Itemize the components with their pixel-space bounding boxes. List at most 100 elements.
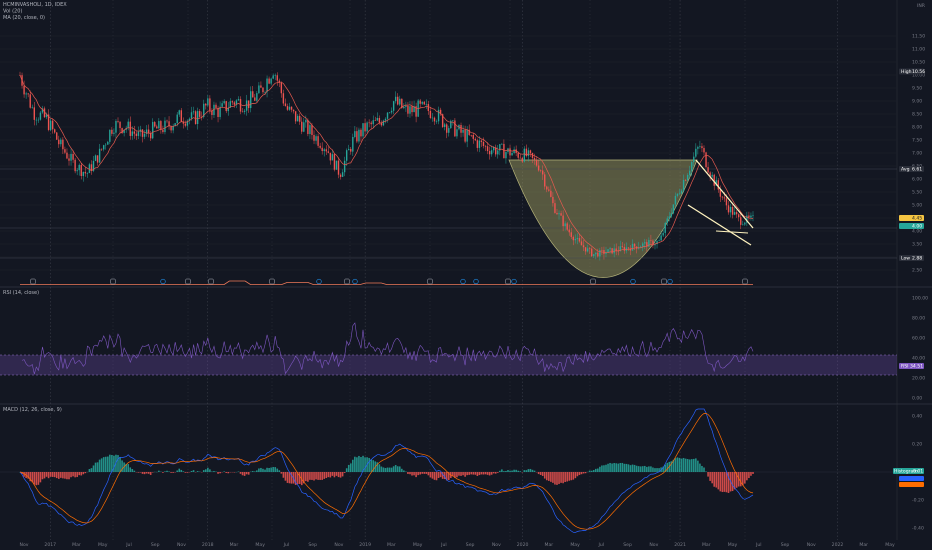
price-tick-label: 10.00 — [912, 73, 925, 79]
volume-indicator-label[interactable]: Vol (20) — [3, 9, 22, 15]
macd-tick-label: 0.40 — [912, 414, 922, 420]
earnings-marker[interactable] — [30, 278, 36, 285]
macd-tick-label: -0.40 — [912, 526, 924, 532]
event-markers[interactable] — [30, 278, 748, 285]
macd-tick-label: -0.20 — [912, 498, 924, 504]
dividend-marker[interactable] — [630, 278, 636, 285]
price-tick-label: 2.50 — [912, 268, 922, 274]
rsi-axis[interactable]: 100.00 80.00 60.00 40.00 20.00 0.00 — [912, 296, 928, 402]
macd-histogram — [19, 454, 754, 493]
time-axis-label: 2022 — [832, 542, 844, 548]
dividend-marker[interactable] — [473, 278, 479, 285]
dividend-marker[interactable] — [460, 278, 466, 285]
price-grid — [0, 35, 897, 271]
time-axis-label: Sep — [623, 542, 632, 548]
macd-value-badge — [899, 476, 924, 481]
wedge-upper-trendline[interactable] — [695, 159, 754, 229]
earnings-marker[interactable] — [269, 278, 275, 285]
handle-support-line[interactable] — [715, 230, 749, 234]
time-axis-label: Jul — [598, 542, 605, 548]
earnings-marker[interactable] — [742, 278, 748, 285]
time-axis-label: Jul — [283, 542, 290, 548]
time-axis-label: Mar — [702, 542, 711, 548]
time-axis-label: 2021 — [674, 542, 686, 548]
high-badge: High 10.56 — [899, 68, 925, 75]
symbol-title[interactable]: HCMINVASHOLI, 1D, IDEX — [3, 2, 67, 8]
time-axis-label: Nov — [807, 542, 816, 548]
time-axis-label: Nov — [492, 542, 501, 548]
ma-indicator-label[interactable]: MA (20, close, 0) — [3, 15, 45, 21]
rsi-tick-label: 60.00 — [912, 336, 925, 342]
time-axis-label: Nov — [177, 542, 186, 548]
time-axis-label: Sep — [308, 542, 317, 548]
time-axis-label: 2020 — [517, 542, 529, 548]
macd-line — [19, 408, 754, 533]
macd-tick-label: 0.20 — [912, 442, 922, 448]
price-tick-label: 8.50 — [912, 112, 922, 118]
earnings-marker[interactable] — [661, 278, 667, 285]
earnings-marker[interactable] — [208, 278, 214, 285]
earnings-marker[interactable] — [185, 278, 191, 285]
price-tick-label: 4.00 — [912, 229, 922, 235]
dividend-marker[interactable] — [316, 278, 322, 285]
time-axis-label: May — [255, 542, 265, 548]
time-axis-label: Nov — [649, 542, 658, 548]
low-badge: Low 2.88 — [899, 255, 924, 262]
time-axis-label: Nov — [334, 542, 343, 548]
earnings-marker[interactable] — [590, 278, 596, 285]
svg-text:10.56: 10.56 — [912, 69, 925, 75]
wedge-lower-trendline[interactable] — [687, 204, 752, 246]
price-tick-label: 9.00 — [912, 99, 922, 105]
cup-pattern-shape[interactable] — [508, 159, 698, 278]
earnings-marker[interactable] — [110, 278, 116, 285]
volume-line — [20, 280, 753, 285]
time-axis-label: 2019 — [359, 542, 371, 548]
svg-text:High: High — [901, 69, 912, 75]
svg-text:RSI: RSI — [901, 364, 908, 370]
macd-title[interactable]: MACD (12, 26, close, 9) — [3, 407, 62, 413]
price-tick-label: 11.50 — [912, 34, 925, 40]
price-tick-label: 3.50 — [912, 242, 922, 248]
rsi-band — [0, 355, 897, 375]
rsi-tick-label: 100.00 — [912, 296, 928, 302]
time-axis-label: 2018 — [202, 542, 214, 548]
avg-badge: Avg 6.61 — [899, 166, 924, 173]
time-axis-label: Sep — [781, 542, 790, 548]
time-axis-label: May — [98, 542, 108, 548]
time-axis-label: 2017 — [44, 542, 56, 548]
price-candles — [19, 71, 754, 261]
svg-text:Histogram: Histogram — [894, 469, 918, 475]
svg-text:0.01: 0.01 — [913, 469, 923, 475]
time-axis-label: Sep — [466, 542, 475, 548]
signal-value-badge — [899, 482, 924, 487]
time-axis-label: Jul — [125, 542, 132, 548]
time-axis-label: May — [413, 542, 423, 548]
time-axis-label: Nov — [20, 542, 29, 548]
svg-text:Low: Low — [901, 256, 910, 262]
earnings-marker[interactable] — [344, 278, 350, 285]
rsi-title[interactable]: RSI (14, close) — [3, 290, 39, 296]
rsi-tick-label: 20.00 — [912, 376, 925, 382]
time-axis-label: Jul — [755, 542, 762, 548]
macd-histogram-badge: Histogram 0.01 — [893, 468, 924, 475]
earnings-marker[interactable] — [427, 278, 433, 285]
svg-text:6.61: 6.61 — [912, 167, 922, 173]
macd-signal-line — [19, 413, 754, 530]
dividend-marker[interactable] — [160, 278, 166, 285]
dividend-marker[interactable] — [511, 278, 517, 285]
dividend-marker[interactable] — [667, 278, 673, 285]
time-axis[interactable]: Nov 2017 Mar May Jul Sep Nov 2018 Mar May Jul Sep No… — [20, 542, 896, 548]
dividend-marker[interactable] — [352, 278, 358, 285]
price-tick-label: 5.50 — [912, 190, 922, 196]
time-axis-label: Mar — [230, 542, 239, 548]
rsi-value-badge: RSI 34.51 — [899, 363, 924, 370]
time-axis-label: May — [570, 542, 580, 548]
time-axis-label: Mar — [545, 542, 554, 548]
earnings-marker[interactable] — [505, 278, 511, 285]
time-axis-label: Mar — [72, 542, 81, 548]
svg-text:Avg: Avg — [901, 167, 910, 173]
moving-average-line — [19, 75, 754, 254]
time-axis-label: Jul — [440, 542, 447, 548]
price-tick-label: 11.00 — [912, 47, 925, 53]
